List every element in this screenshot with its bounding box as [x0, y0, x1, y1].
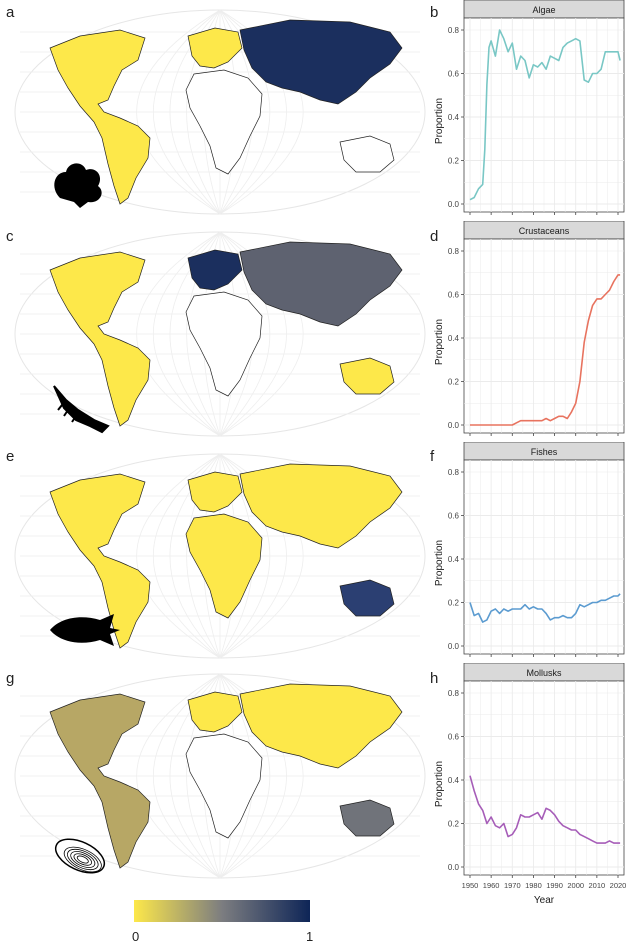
y-tick-label: 0.8 — [448, 26, 460, 35]
y-tick-label: 0.0 — [448, 863, 460, 872]
panel-letter-d: d — [430, 228, 439, 245]
y-tick-label: 0.2 — [448, 599, 460, 608]
panel-letter-g: g — [6, 670, 15, 687]
panel-letter-c: c — [6, 228, 14, 245]
map-region-europe — [187, 249, 243, 291]
y-axis-label: Proportion — [434, 319, 445, 365]
panel-letter-a: a — [6, 4, 15, 21]
map-region-africa — [185, 69, 263, 175]
legend-gradient-bar — [134, 900, 310, 922]
x-axis-label: Year — [534, 895, 555, 906]
map-region-africa — [185, 513, 263, 619]
x-tick-label: 1990 — [546, 881, 563, 890]
y-tick-label: 0.4 — [448, 776, 460, 785]
panel-letter-e: e — [6, 448, 15, 465]
y-tick-label: 0.6 — [448, 291, 460, 300]
facet-strip-title: Algae — [532, 5, 555, 15]
x-tick-label: 1970 — [504, 881, 521, 890]
map-region-americas — [49, 251, 151, 427]
map-region-europe — [187, 691, 243, 733]
world-map-fishes — [14, 453, 426, 659]
y-tick-label: 0.4 — [448, 113, 460, 122]
world-map-mollusks — [14, 673, 426, 879]
x-tick-label: 2010 — [589, 881, 606, 890]
map-region-asia — [239, 241, 403, 327]
facet-strip-title: Crustaceans — [519, 226, 570, 236]
map-region-asia — [239, 683, 403, 769]
y-tick-label: 0.6 — [448, 512, 460, 521]
map-graticule-curve — [136, 673, 221, 879]
y-tick-label: 0.8 — [448, 689, 460, 698]
panel-letter-f: f — [430, 448, 435, 465]
series-line — [469, 29, 621, 201]
y-tick-label: 0.0 — [448, 642, 460, 651]
map-graticule-curve — [136, 9, 221, 215]
line-chart-mollusks: Mollusks 0.0 0.2 0.4 0.6 0.8 1950 1960 1970 1980 1… — [434, 663, 627, 906]
y-tick-label: 0.4 — [448, 334, 460, 343]
color-legend: 0 1 — [120, 895, 330, 945]
y-tick-label: 0.0 — [448, 200, 460, 209]
fish-icon — [50, 614, 120, 646]
y-axis-label: Proportion — [434, 540, 445, 586]
y-tick-label: 0.2 — [448, 820, 460, 829]
y-tick-label: 0.8 — [448, 247, 460, 256]
x-tick-label: 2020 — [610, 881, 627, 890]
map-graticule-curve — [136, 231, 221, 437]
map-region-oceania — [339, 579, 395, 617]
y-tick-label: 0.6 — [448, 70, 460, 79]
map-region-asia — [239, 463, 403, 549]
map-region-americas — [49, 29, 151, 205]
y-tick-label: 0.8 — [448, 468, 460, 477]
y-tick-label: 0.4 — [448, 555, 460, 564]
line-chart-crustaceans: Crustaceans 0.0 0.2 0.4 0.6 0.8 Proportion — [434, 221, 625, 436]
x-tick-label: 1980 — [525, 881, 542, 890]
crayfish-icon — [53, 385, 110, 434]
map-region-asia — [239, 19, 403, 105]
y-axis-label: Proportion — [434, 761, 445, 807]
map-region-americas — [49, 473, 151, 649]
y-tick-label: 0.0 — [448, 421, 460, 430]
map-region-africa — [185, 733, 263, 839]
x-tick-label: 1950 — [462, 881, 479, 890]
map-region-europe — [187, 27, 243, 69]
map-region-africa — [185, 291, 263, 397]
world-map-crustaceans — [14, 231, 426, 437]
map-region-americas — [49, 693, 151, 869]
map-region-oceania — [339, 135, 395, 173]
legend-max-label: 1 — [306, 929, 314, 944]
facet-strip-title: Fishes — [531, 447, 558, 457]
map-region-oceania — [339, 799, 395, 837]
y-axis-label: Proportion — [434, 98, 445, 144]
line-chart-algae: Algae 0.0 0.2 0.4 0.6 0.8 Proportion — [434, 0, 625, 215]
series-line — [470, 274, 621, 426]
x-tick-label: 2000 — [567, 881, 584, 890]
series-line — [469, 775, 621, 844]
world-map-algae — [14, 9, 426, 215]
map-region-europe — [187, 471, 243, 513]
y-tick-label: 0.6 — [448, 733, 460, 742]
y-tick-label: 0.2 — [448, 157, 460, 166]
series-line — [469, 593, 621, 623]
seaweed-icon — [54, 163, 102, 208]
legend-min-label: 0 — [132, 929, 140, 944]
panel-letter-h: h — [430, 670, 439, 687]
facet-strip-title: Mollusks — [526, 668, 562, 678]
map-region-oceania — [339, 357, 395, 395]
panel-letter-b: b — [430, 4, 439, 21]
y-tick-label: 0.2 — [448, 378, 460, 387]
line-chart-fishes: Fishes 0.0 0.2 0.4 0.6 0.8 Proportion — [434, 442, 625, 657]
mussel-icon — [54, 838, 106, 874]
map-graticule-curve — [136, 453, 221, 659]
x-tick-label: 1960 — [483, 881, 500, 890]
